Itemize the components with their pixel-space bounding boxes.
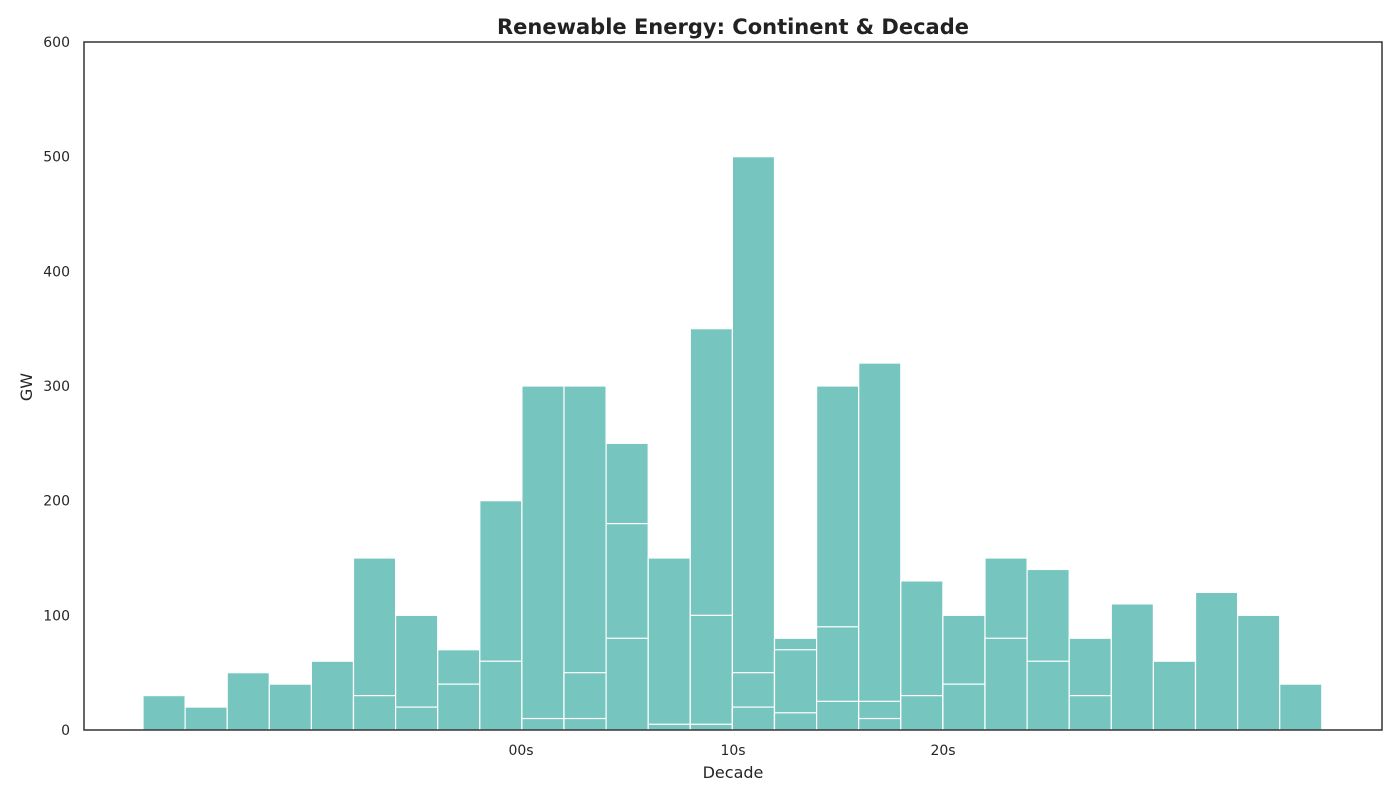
chart-title: Renewable Energy: Continent & Decade (497, 15, 969, 39)
x-axis-ticks: 00s 10s 20s (508, 743, 955, 759)
y-tick-label-0: 0 (61, 723, 70, 739)
bar-13-segment-2 (689, 723, 733, 731)
bar-19-segment-1 (942, 683, 986, 731)
bar-17-segment-0 (858, 362, 902, 731)
bar-16-segment-2 (815, 700, 860, 731)
bar-22-segment-1 (1068, 694, 1112, 731)
y-tick-label-2: 200 (43, 494, 70, 510)
bar-17-segment-2 (858, 717, 902, 731)
bar-13-segment-1 (689, 614, 733, 731)
bar-25-segment-0 (1194, 591, 1239, 731)
bar-0-segment-0 (142, 694, 186, 731)
plot-frame (83, 41, 1383, 731)
y-tick-label-4: 400 (43, 264, 70, 280)
bar-26-segment-0 (1236, 614, 1281, 731)
y-tick-label-3: 300 (43, 379, 70, 395)
bar-11-segment-2 (605, 637, 649, 731)
bar-14-segment-0 (731, 156, 776, 731)
bar-20-segment-1 (984, 637, 1028, 731)
y-axis-ticks: 0 100 200 300 400 500 600 (43, 35, 70, 739)
y-tick-label-1: 100 (43, 608, 70, 624)
y-tick-label-5: 500 (43, 150, 70, 166)
bar-4-segment-0 (310, 660, 355, 731)
bar-10-segment-2 (563, 717, 607, 731)
bar-6-segment-1 (395, 706, 439, 731)
bar-24-segment-0 (1152, 660, 1197, 731)
x-tick-label-2: 20s (930, 743, 955, 759)
bar-7-segment-1 (437, 683, 481, 731)
bar-12-segment-1 (647, 723, 691, 731)
bar-1-segment-0 (184, 706, 228, 731)
bar-8-segment-1 (479, 660, 523, 731)
bar-12-segment-0 (647, 557, 691, 731)
y-tick-label-6: 600 (43, 35, 70, 51)
x-axis-label: Decade (703, 763, 764, 782)
x-tick-label-1: 10s (720, 743, 745, 759)
bar-3-segment-0 (268, 683, 312, 731)
y-axis-label: GW (17, 373, 36, 401)
bar-21-segment-1 (1026, 660, 1070, 731)
bar-18-segment-1 (900, 694, 944, 731)
bar-9-segment-1 (521, 717, 565, 731)
bar-2-segment-0 (226, 672, 270, 731)
bar-9-segment-0 (521, 385, 565, 731)
bar-5-segment-1 (352, 694, 397, 731)
bar-15-segment-2 (773, 712, 818, 731)
bar-14-segment-2 (731, 706, 776, 731)
bar-23-segment-0 (1110, 603, 1155, 731)
bar-27-segment-0 (1279, 683, 1323, 731)
x-tick-label-0: 00s (508, 743, 533, 759)
bars-group (142, 156, 1323, 731)
